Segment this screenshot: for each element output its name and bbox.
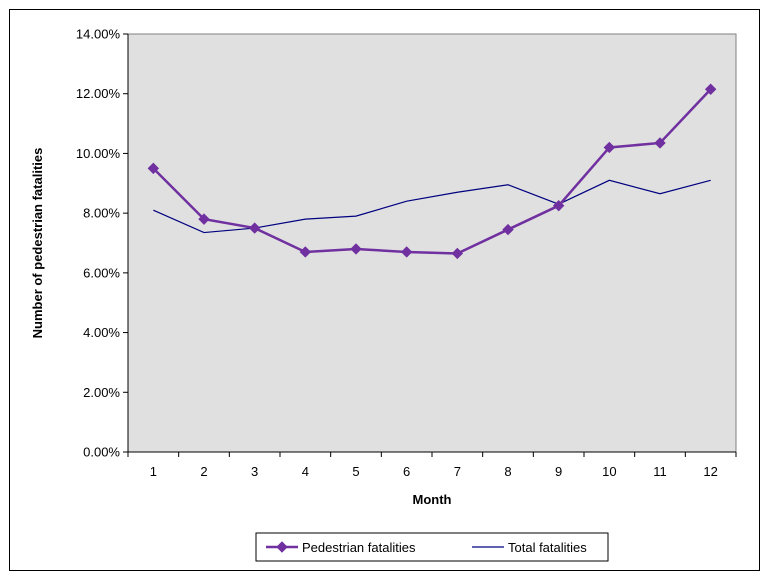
x-axis-title: Month [413,492,452,507]
data-point-pedestrian-fatalities [603,141,616,154]
legend-marker-pedestrian-fatalities [276,541,288,553]
y-tick-label: 4.00% [83,325,120,340]
series-group [147,83,717,260]
x-tick-label: 6 [403,464,410,479]
legend: Pedestrian fatalities Total fatalities [255,532,609,562]
x-tick-label: 9 [555,464,562,479]
data-point-pedestrian-fatalities [350,243,362,255]
x-tick-label: 3 [251,464,258,479]
data-point-pedestrian-fatalities [299,246,312,258]
series-line-total-fatalities [153,179,711,234]
data-point-pedestrian-fatalities [704,83,717,95]
x-tick-label: 2 [200,464,207,479]
data-point-pedestrian-fatalities [198,213,210,225]
x-tick-label: 5 [352,464,359,479]
y-tick-label: 0.00% [83,445,120,460]
axes: 0.00% 2.00% 4.00% 6.00% 8.00% 10.00% 12.00% 14.… [76,27,737,479]
y-axis-title: Number of pedestrian fatalities [30,148,45,339]
chart-frame: 0.00% 2.00% 4.00% 6.00% 8.00% 10.00% 12.00% 14.… [9,9,760,571]
y-tick-label: 14.00% [76,27,121,42]
data-point-pedestrian-fatalities [248,222,261,234]
line-chart: 0.00% 2.00% 4.00% 6.00% 8.00% 10.00% 12.00% 14.… [30,27,737,562]
data-point-pedestrian-fatalities [400,246,413,258]
data-point-pedestrian-fatalities [552,199,565,212]
series-line-pedestrian-fatalities [152,88,712,255]
y-tick-label: 6.00% [83,265,120,280]
legend-box [255,532,609,562]
x-tick-label: 11 [653,464,667,479]
data-point-pedestrian-fatalities [654,137,666,149]
data-point-pedestrian-fatalities [502,223,514,236]
y-tick-label: 10.00% [76,146,121,161]
y-tick-label: 12.00% [76,86,121,101]
plot-area-group [127,33,737,453]
x-tick-label: 8 [504,464,511,479]
x-tick-label: 1 [150,464,157,479]
data-point-pedestrian-fatalities [147,162,160,175]
y-tick-label: 2.00% [83,385,120,400]
x-tick-label: 7 [454,464,461,479]
plot-area [127,33,737,453]
y-tick-label: 8.00% [83,206,120,221]
x-tick-label: 12 [703,464,717,479]
x-tick-label: 4 [302,464,309,479]
data-point-pedestrian-fatalities [451,247,464,260]
legend-label-pedestrian-fatalities: Pedestrian fatalities [302,540,416,555]
legend-label-total-fatalities: Total fatalities [508,540,587,555]
x-tick-label: 10 [602,464,616,479]
